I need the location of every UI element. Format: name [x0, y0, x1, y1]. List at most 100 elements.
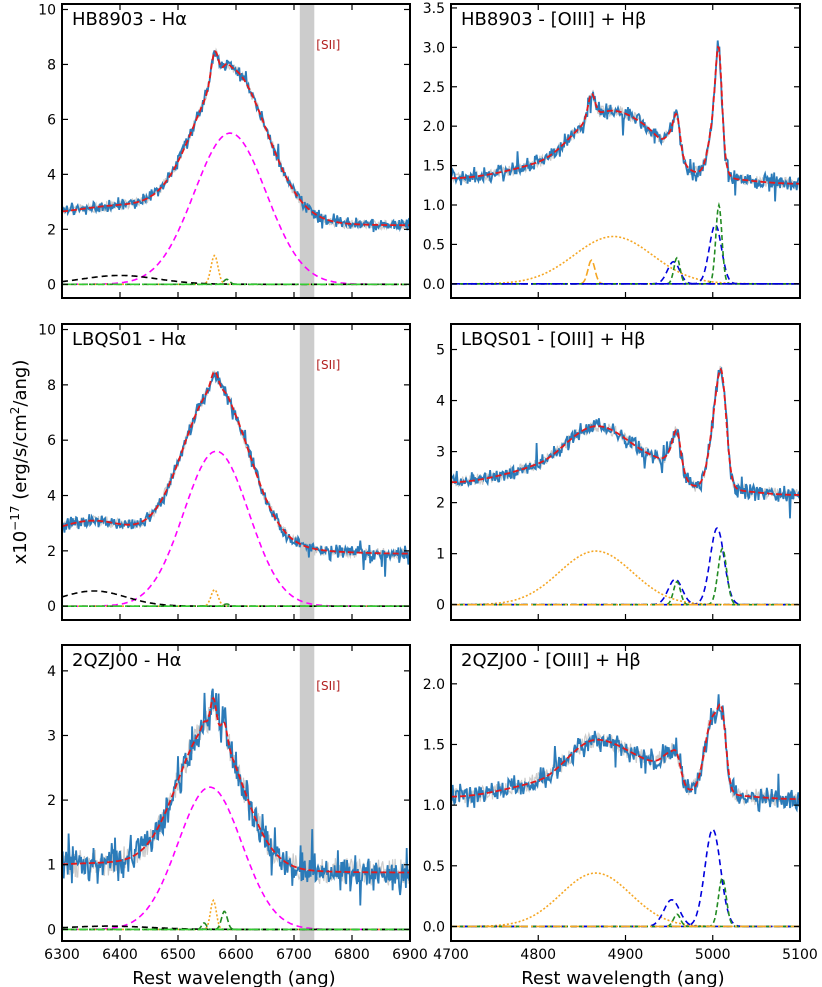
panel-6: 0.0 0.5 1.0 1.5 2.0 4700 4800 4900 5000 5100 2QZJ0…: [423, 644, 818, 963]
y-tick-label: 6: [47, 112, 56, 128]
sii-annotation: [SII]: [316, 358, 340, 372]
x-tick-label: 5000: [695, 947, 731, 963]
y-tick-label: 8: [47, 57, 56, 73]
component-oiii-4959-narrow: [451, 256, 800, 285]
y-tick-label: 4: [436, 394, 445, 410]
x-axis-label-left: Rest wavelength (ang): [132, 968, 335, 987]
spectrum-error: [451, 45, 800, 190]
component-oiii-5007-outflow: [451, 527, 800, 606]
component-narrow-halpha: [62, 898, 410, 931]
x-tick-label: 4700: [433, 947, 469, 963]
x-tick-label: 4800: [520, 947, 556, 963]
component-broad: [62, 132, 410, 286]
axes-frame: [450, 3, 801, 299]
y-tick-label: 0: [47, 922, 56, 938]
fit-total: [451, 367, 800, 496]
component-broad-hbeta: [451, 550, 800, 606]
spectrum-error: [62, 370, 410, 560]
y-tick-label: 1.0: [423, 798, 445, 814]
component-extra-black: [62, 590, 410, 607]
fit-total: [62, 370, 410, 555]
y-tick-label: 3: [47, 728, 56, 744]
component-oiii-5007-narrow: [451, 201, 800, 285]
fit-total: [62, 50, 410, 227]
y-tick-label: 2.0: [423, 119, 445, 135]
y-tick-label: 2: [47, 222, 56, 238]
plot-area: [62, 4, 410, 298]
panel-title: 2QZJ00 - [OIII] + Hβ: [461, 650, 641, 671]
x-tick-label: 6800: [334, 947, 370, 963]
y-tick-label: 1: [436, 547, 445, 563]
y-tick-label: 5: [436, 343, 445, 359]
sii-annotation: [SII]: [316, 679, 340, 693]
plot-area: [62, 645, 410, 941]
y-tick-label: 1.5: [423, 737, 445, 753]
panel-5: 0 1 2 3 4 6300 6400 6500 6600 6700 6800 6900 2QZJ00 …: [44, 644, 428, 963]
component-oiii-4959-narrow: [451, 580, 800, 606]
y-tick-label: 2.5: [423, 80, 445, 96]
sii-annotation: [SII]: [316, 38, 340, 52]
y-tick-label: 0.5: [423, 237, 445, 253]
y-axis-label: x10−17 (erg/s/cm2/ang): [8, 360, 31, 565]
x-tick-label: 6300: [44, 947, 80, 963]
y-tick-label: 0.0: [423, 277, 445, 293]
y-tick-label: 0: [436, 598, 445, 614]
panel-title: LBQS01 - Hα: [72, 329, 186, 350]
y-tick-label: 0.5: [423, 859, 445, 875]
panel-1: 0 2 4 6 8 10 HB8903 - Hα [SII]: [38, 2, 411, 299]
sii-band: [299, 4, 315, 298]
panel-title: LBQS01 - [OIII] + Hβ: [461, 329, 646, 350]
component-oiii-5007-outflow: [451, 223, 800, 285]
y-tick-label: 6: [47, 433, 56, 449]
x-tick-label: 6500: [160, 947, 196, 963]
axes-frame: [61, 323, 411, 621]
x-tick-label: 4900: [608, 947, 644, 963]
spectrum-observed: [62, 50, 410, 233]
x-axis-label-right: Rest wavelength (ang): [521, 968, 724, 987]
y-tick-label: 2: [436, 496, 445, 512]
y-tick-label: 1.5: [423, 159, 445, 175]
plot-area: [62, 324, 410, 620]
x-tick-label: 6900: [392, 947, 428, 963]
y-tick-label: 4: [47, 167, 56, 183]
spectrum-error: [62, 47, 410, 232]
component-oiii-4959-outflow: [451, 260, 800, 285]
component-narrow-halpha: [62, 254, 410, 286]
y-tick-label: 0.0: [423, 919, 445, 935]
y-tick-label: 2.0: [423, 677, 445, 693]
y-tick-label: 4: [47, 664, 56, 680]
spectrum-observed: [62, 371, 410, 577]
spectrum-observed: [62, 688, 410, 906]
component-oiii-5007-outflow: [451, 828, 800, 928]
y-tick-label: 1: [47, 858, 56, 874]
x-tick-label: 6600: [218, 947, 254, 963]
panel-3: 0 2 4 6 8 10 LBQS01 - Hα [SII]: [38, 323, 411, 621]
panel-title: HB8903 - Hα: [72, 9, 187, 30]
component-oiii-5007-narrow: [451, 876, 800, 928]
component-oiii-4959-outflow: [451, 898, 800, 928]
plot-area: [451, 694, 800, 928]
sii-band: [299, 324, 315, 620]
fit-total: [62, 696, 410, 874]
fit-total: [451, 45, 800, 185]
spectrum-observed: [451, 40, 800, 202]
axes-frame: [61, 644, 411, 942]
y-tick-label: 4: [47, 489, 56, 505]
spectrum-observed: [451, 366, 800, 519]
x-tick-label: 6700: [276, 947, 312, 963]
y-tick-label: 8: [47, 378, 56, 394]
panel-2: 0.0 0.5 1.0 1.5 2.0 2.5 3.0 3.5 HB8903 - [OIII] …: [423, 1, 801, 299]
plot-area: [451, 40, 800, 285]
component-oiii-4959-outflow: [451, 578, 800, 606]
y-tick-label: 3.5: [423, 1, 445, 17]
component-broad-hbeta: [451, 872, 800, 928]
sii-band: [299, 645, 315, 941]
axes-frame: [61, 3, 411, 299]
y-tick-label: 2: [47, 793, 56, 809]
panel-title: HB8903 - [OIII] + Hβ: [461, 9, 646, 30]
y-tick-label: 3.0: [423, 40, 445, 56]
component-broad: [62, 450, 410, 607]
component-oiii-5007-narrow: [451, 547, 800, 606]
x-tick-label: 5100: [782, 947, 818, 963]
